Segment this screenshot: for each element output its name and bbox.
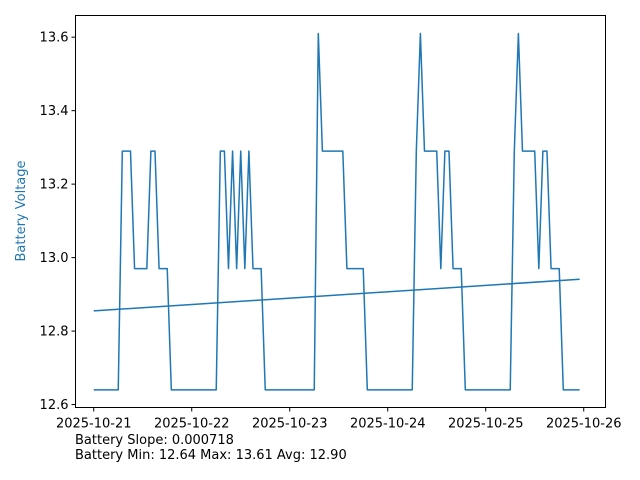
axes-frame bbox=[75, 15, 606, 408]
x-tick-label: 2025-10-26 bbox=[546, 417, 622, 432]
x-axis: 2025-10-21 2025-10-22 2025-10-23 2025-10-24… bbox=[56, 407, 622, 432]
y-axis: 12.6 12.8 13.0 13.2 13.4 13.6 bbox=[40, 31, 76, 413]
battery-voltage-line bbox=[93, 32, 580, 391]
x-tick-label: 2025-10-21 bbox=[56, 417, 132, 432]
y-tick-label: 13.2 bbox=[40, 178, 69, 193]
x-tick-label: 2025-10-24 bbox=[350, 417, 426, 432]
x-tick-label: 2025-10-25 bbox=[448, 417, 524, 432]
slope-stat: Battery Slope: 0.000718 bbox=[75, 433, 234, 448]
plot-area bbox=[93, 32, 580, 391]
x-tick-label: 2025-10-23 bbox=[252, 417, 328, 432]
trend-line bbox=[93, 278, 580, 312]
y-axis-label: Battery Voltage bbox=[14, 160, 29, 261]
y-tick-label: 13.6 bbox=[40, 31, 69, 46]
y-tick-label: 12.6 bbox=[40, 398, 69, 413]
y-tick-label: 13.4 bbox=[40, 104, 69, 119]
y-tick-label: 13.0 bbox=[40, 251, 69, 266]
range-stat: Battery Min: 12.64 Max: 13.61 Avg: 12.90 bbox=[75, 448, 347, 463]
y-tick-label: 12.8 bbox=[40, 325, 69, 340]
x-tick-label: 2025-10-22 bbox=[154, 417, 230, 432]
